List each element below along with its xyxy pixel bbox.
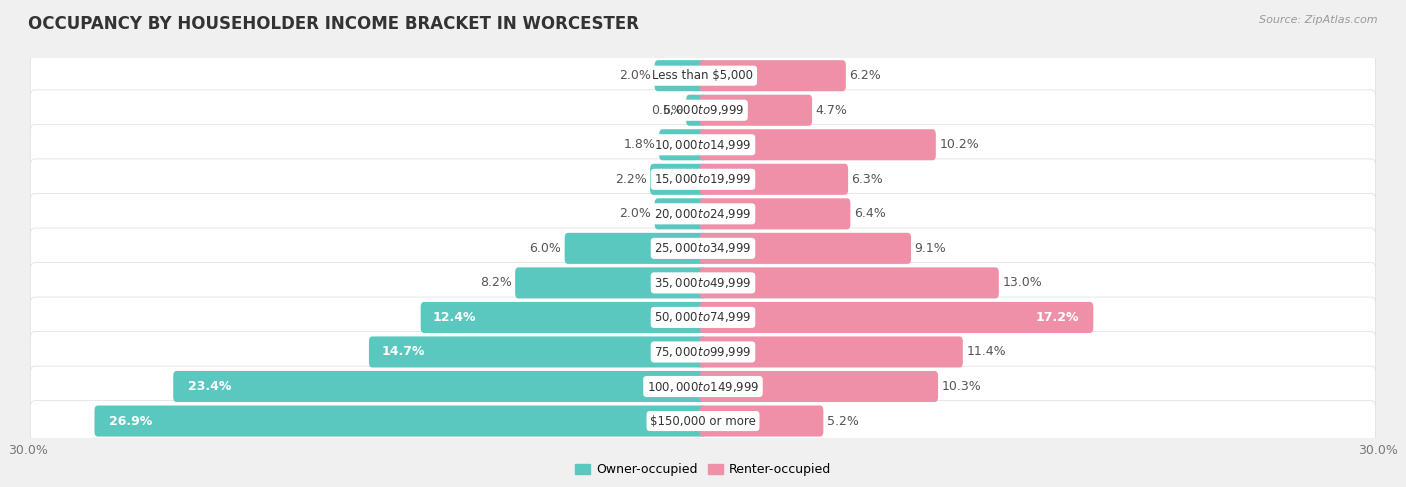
Text: 6.4%: 6.4% bbox=[853, 207, 886, 220]
FancyBboxPatch shape bbox=[515, 267, 706, 299]
FancyBboxPatch shape bbox=[700, 129, 936, 160]
Text: 5.2%: 5.2% bbox=[827, 414, 859, 428]
Text: $10,000 to $14,999: $10,000 to $14,999 bbox=[654, 138, 752, 152]
FancyBboxPatch shape bbox=[659, 129, 706, 160]
Text: 4.7%: 4.7% bbox=[815, 104, 848, 117]
Text: 14.7%: 14.7% bbox=[381, 345, 425, 358]
FancyBboxPatch shape bbox=[700, 337, 963, 368]
Text: Less than $5,000: Less than $5,000 bbox=[652, 69, 754, 82]
FancyBboxPatch shape bbox=[31, 124, 1375, 165]
FancyBboxPatch shape bbox=[700, 406, 824, 436]
FancyBboxPatch shape bbox=[31, 262, 1375, 303]
FancyBboxPatch shape bbox=[650, 164, 706, 195]
Text: $25,000 to $34,999: $25,000 to $34,999 bbox=[654, 242, 752, 255]
FancyBboxPatch shape bbox=[31, 159, 1375, 200]
FancyBboxPatch shape bbox=[655, 60, 706, 91]
Text: $15,000 to $19,999: $15,000 to $19,999 bbox=[654, 172, 752, 187]
FancyBboxPatch shape bbox=[31, 193, 1375, 234]
FancyBboxPatch shape bbox=[94, 406, 706, 436]
Legend: Owner-occupied, Renter-occupied: Owner-occupied, Renter-occupied bbox=[569, 458, 837, 482]
FancyBboxPatch shape bbox=[686, 94, 706, 126]
Text: 10.3%: 10.3% bbox=[942, 380, 981, 393]
Text: 0.6%: 0.6% bbox=[651, 104, 683, 117]
FancyBboxPatch shape bbox=[368, 337, 706, 368]
Text: 11.4%: 11.4% bbox=[966, 345, 1005, 358]
FancyBboxPatch shape bbox=[31, 297, 1375, 338]
Text: 6.2%: 6.2% bbox=[849, 69, 882, 82]
Text: 1.8%: 1.8% bbox=[624, 138, 655, 151]
FancyBboxPatch shape bbox=[31, 366, 1375, 407]
Text: Source: ZipAtlas.com: Source: ZipAtlas.com bbox=[1260, 15, 1378, 25]
Text: 13.0%: 13.0% bbox=[1002, 277, 1042, 289]
Text: 17.2%: 17.2% bbox=[1035, 311, 1078, 324]
FancyBboxPatch shape bbox=[173, 371, 706, 402]
Text: 26.9%: 26.9% bbox=[110, 414, 152, 428]
Text: $100,000 to $149,999: $100,000 to $149,999 bbox=[647, 379, 759, 393]
Text: $35,000 to $49,999: $35,000 to $49,999 bbox=[654, 276, 752, 290]
Text: 6.3%: 6.3% bbox=[852, 173, 883, 186]
FancyBboxPatch shape bbox=[700, 233, 911, 264]
Text: 23.4%: 23.4% bbox=[188, 380, 231, 393]
Text: $20,000 to $24,999: $20,000 to $24,999 bbox=[654, 207, 752, 221]
FancyBboxPatch shape bbox=[700, 371, 938, 402]
Text: 2.0%: 2.0% bbox=[620, 69, 651, 82]
FancyBboxPatch shape bbox=[31, 332, 1375, 373]
FancyBboxPatch shape bbox=[700, 267, 998, 299]
Text: 12.4%: 12.4% bbox=[433, 311, 477, 324]
FancyBboxPatch shape bbox=[655, 198, 706, 229]
Text: 6.0%: 6.0% bbox=[530, 242, 561, 255]
Text: $50,000 to $74,999: $50,000 to $74,999 bbox=[654, 310, 752, 324]
FancyBboxPatch shape bbox=[420, 302, 706, 333]
FancyBboxPatch shape bbox=[31, 228, 1375, 269]
Text: OCCUPANCY BY HOUSEHOLDER INCOME BRACKET IN WORCESTER: OCCUPANCY BY HOUSEHOLDER INCOME BRACKET … bbox=[28, 15, 640, 33]
FancyBboxPatch shape bbox=[31, 401, 1375, 441]
Text: 9.1%: 9.1% bbox=[914, 242, 946, 255]
Text: $150,000 or more: $150,000 or more bbox=[650, 414, 756, 428]
Text: 8.2%: 8.2% bbox=[479, 277, 512, 289]
FancyBboxPatch shape bbox=[31, 90, 1375, 131]
FancyBboxPatch shape bbox=[700, 94, 813, 126]
Text: $75,000 to $99,999: $75,000 to $99,999 bbox=[654, 345, 752, 359]
FancyBboxPatch shape bbox=[700, 198, 851, 229]
Text: 10.2%: 10.2% bbox=[939, 138, 979, 151]
FancyBboxPatch shape bbox=[565, 233, 706, 264]
FancyBboxPatch shape bbox=[700, 164, 848, 195]
FancyBboxPatch shape bbox=[700, 60, 846, 91]
Text: 2.0%: 2.0% bbox=[620, 207, 651, 220]
Text: 2.2%: 2.2% bbox=[614, 173, 647, 186]
Text: $5,000 to $9,999: $5,000 to $9,999 bbox=[662, 103, 744, 117]
FancyBboxPatch shape bbox=[31, 56, 1375, 96]
FancyBboxPatch shape bbox=[700, 302, 1094, 333]
